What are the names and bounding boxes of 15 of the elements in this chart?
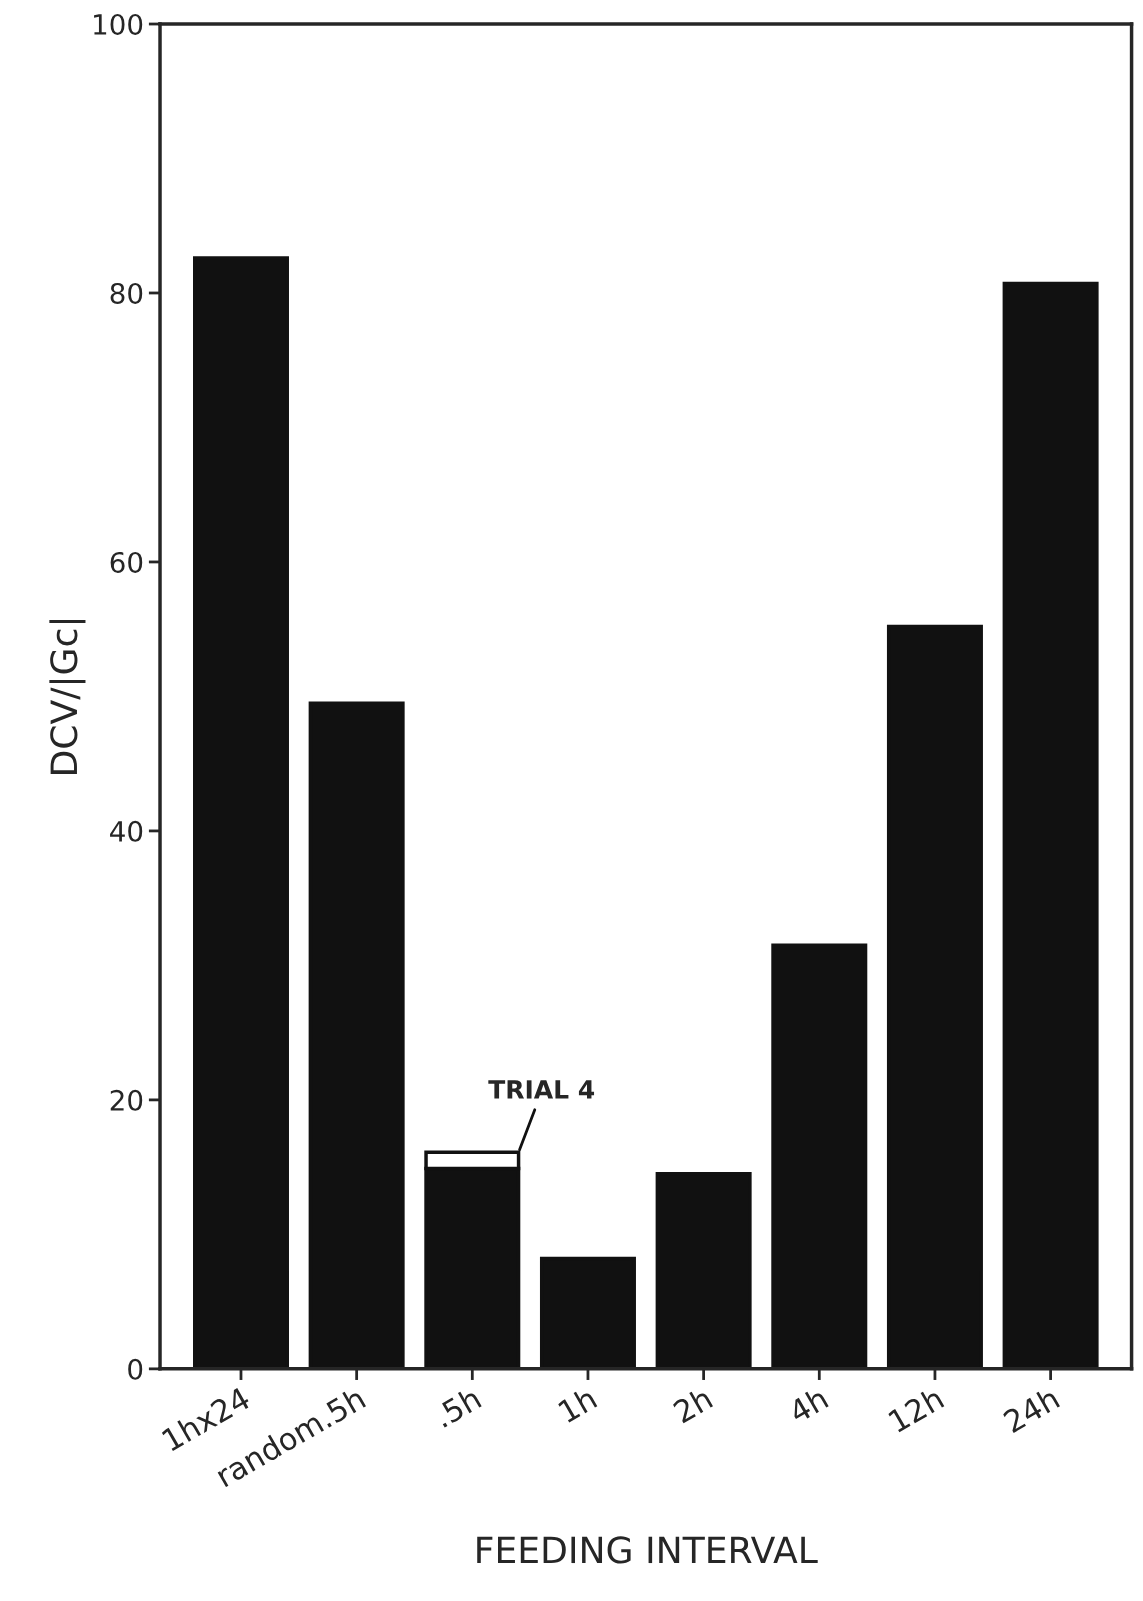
y-axis-title: DCV/|Gc| — [49, 619, 86, 774]
y-tick-label: 80 — [110, 282, 143, 304]
y-tick-label: 100 — [94, 13, 143, 35]
annotation: TRIAL 4 — [488, 1080, 595, 1099]
x-tick-label: 12h — [887, 1386, 945, 1433]
y-tick-label: 40 — [110, 820, 143, 842]
x-tick-label: 24h — [1002, 1386, 1060, 1433]
y-tick-label: 20 — [110, 1089, 143, 1111]
x-tick-label: 1h — [557, 1386, 598, 1423]
y-tick-label: 0 — [128, 1358, 143, 1380]
x-axis-title: FEEDING INTERVAL — [477, 1536, 818, 1564]
y-tick-label: 60 — [110, 551, 143, 573]
x-tick-label: .5h — [433, 1386, 482, 1428]
x-tick-label: 2h — [671, 1386, 713, 1424]
x-tick-label: 4h — [786, 1386, 829, 1424]
